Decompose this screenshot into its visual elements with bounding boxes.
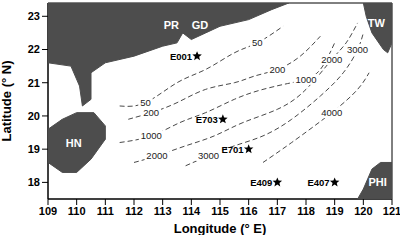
svg-text:50: 50 bbox=[252, 37, 263, 48]
svg-text:120: 120 bbox=[354, 205, 372, 217]
svg-text:E701: E701 bbox=[221, 144, 244, 155]
svg-text:121: 121 bbox=[383, 205, 392, 217]
svg-text:18: 18 bbox=[28, 176, 40, 188]
svg-text:4000: 4000 bbox=[321, 107, 342, 118]
svg-text:22: 22 bbox=[28, 43, 40, 55]
svg-text:Latitude (° N): Latitude (° N) bbox=[8, 60, 14, 141]
svg-text:200: 200 bbox=[269, 64, 285, 75]
svg-text:GD: GD bbox=[192, 19, 209, 31]
svg-text:E407: E407 bbox=[307, 177, 329, 188]
svg-text:2000: 2000 bbox=[146, 150, 167, 161]
svg-text:3000: 3000 bbox=[347, 44, 368, 55]
svg-text:1000: 1000 bbox=[141, 130, 162, 141]
svg-text:111: 111 bbox=[97, 205, 114, 217]
svg-text:PR: PR bbox=[164, 19, 179, 31]
svg-text:2000: 2000 bbox=[321, 54, 342, 65]
svg-text:1000: 1000 bbox=[295, 74, 316, 85]
svg-text:20: 20 bbox=[28, 110, 40, 122]
svg-text:114: 114 bbox=[182, 205, 201, 217]
svg-text:116: 116 bbox=[240, 205, 258, 217]
svg-text:HN: HN bbox=[66, 137, 82, 149]
svg-text:110: 110 bbox=[68, 205, 86, 217]
svg-text:112: 112 bbox=[125, 205, 143, 217]
svg-text:Longitude (° E): Longitude (° E) bbox=[174, 221, 267, 235]
svg-text:109: 109 bbox=[39, 205, 57, 217]
svg-text:21: 21 bbox=[28, 77, 40, 89]
svg-text:50: 50 bbox=[140, 97, 151, 109]
svg-text:E409: E409 bbox=[250, 177, 272, 188]
svg-text:23: 23 bbox=[28, 10, 40, 22]
svg-text:200: 200 bbox=[143, 107, 159, 118]
svg-text:3000: 3000 bbox=[198, 150, 219, 161]
svg-text:E703: E703 bbox=[196, 114, 218, 125]
svg-text:PHI: PHI bbox=[368, 176, 386, 188]
svg-text:118: 118 bbox=[297, 205, 315, 217]
svg-text:19: 19 bbox=[28, 143, 40, 155]
svg-text:117: 117 bbox=[268, 205, 286, 217]
svg-text:115: 115 bbox=[211, 205, 229, 217]
svg-text:113: 113 bbox=[154, 205, 172, 217]
svg-text:E001: E001 bbox=[170, 51, 193, 62]
svg-text:TW: TW bbox=[368, 17, 386, 29]
svg-text:119: 119 bbox=[326, 205, 344, 217]
